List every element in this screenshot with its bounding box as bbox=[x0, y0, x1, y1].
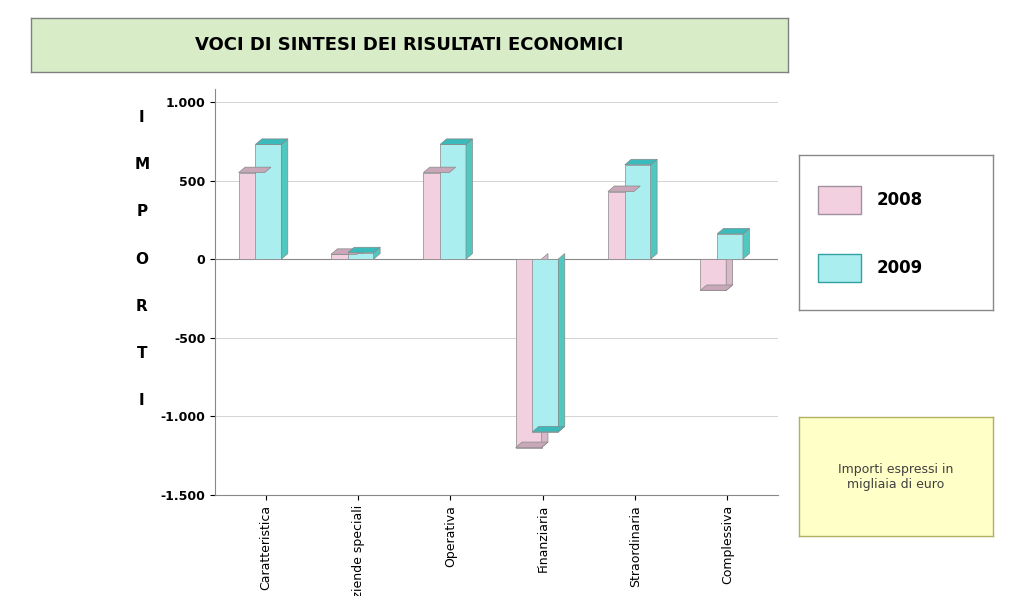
Polygon shape bbox=[239, 167, 271, 173]
Text: R: R bbox=[136, 299, 147, 313]
Polygon shape bbox=[542, 253, 548, 448]
Polygon shape bbox=[348, 247, 380, 253]
Polygon shape bbox=[440, 139, 472, 144]
Bar bbox=[625, 165, 650, 259]
Bar bbox=[255, 144, 282, 259]
Polygon shape bbox=[356, 249, 364, 259]
Bar bbox=[532, 259, 558, 432]
Polygon shape bbox=[558, 253, 565, 432]
Bar bbox=[423, 173, 450, 259]
Text: Importi espressi in
migliaia di euro: Importi espressi in migliaia di euro bbox=[839, 463, 953, 491]
Text: P: P bbox=[136, 204, 147, 219]
Text: O: O bbox=[135, 252, 148, 266]
Polygon shape bbox=[331, 249, 364, 254]
Text: 2009: 2009 bbox=[877, 259, 923, 277]
Polygon shape bbox=[374, 247, 380, 259]
Bar bbox=[717, 234, 743, 259]
Polygon shape bbox=[650, 159, 657, 259]
Polygon shape bbox=[700, 285, 732, 290]
Text: VOCI DI SINTESI DEI RISULTATI ECONOMICI: VOCI DI SINTESI DEI RISULTATI ECONOMICI bbox=[196, 36, 624, 54]
Bar bbox=[700, 259, 726, 290]
Bar bbox=[440, 144, 466, 259]
Polygon shape bbox=[264, 167, 271, 259]
Bar bbox=[818, 186, 861, 214]
Polygon shape bbox=[608, 186, 640, 191]
Bar bbox=[608, 191, 634, 259]
Bar bbox=[348, 253, 374, 259]
Text: I: I bbox=[139, 110, 144, 125]
Polygon shape bbox=[625, 159, 657, 165]
Polygon shape bbox=[282, 139, 288, 259]
Bar bbox=[239, 173, 264, 259]
Bar bbox=[818, 254, 861, 282]
Polygon shape bbox=[717, 228, 750, 234]
Polygon shape bbox=[532, 426, 565, 432]
Polygon shape bbox=[516, 442, 548, 448]
Polygon shape bbox=[634, 186, 640, 259]
Polygon shape bbox=[743, 228, 750, 259]
Text: M: M bbox=[134, 157, 150, 172]
Polygon shape bbox=[466, 139, 472, 259]
Polygon shape bbox=[255, 139, 288, 144]
Bar bbox=[331, 254, 356, 259]
Text: I: I bbox=[139, 393, 144, 408]
Polygon shape bbox=[450, 167, 456, 259]
Polygon shape bbox=[726, 253, 732, 290]
Text: 2008: 2008 bbox=[877, 191, 923, 209]
Polygon shape bbox=[423, 167, 456, 173]
Text: T: T bbox=[136, 346, 147, 361]
Bar bbox=[516, 259, 542, 448]
